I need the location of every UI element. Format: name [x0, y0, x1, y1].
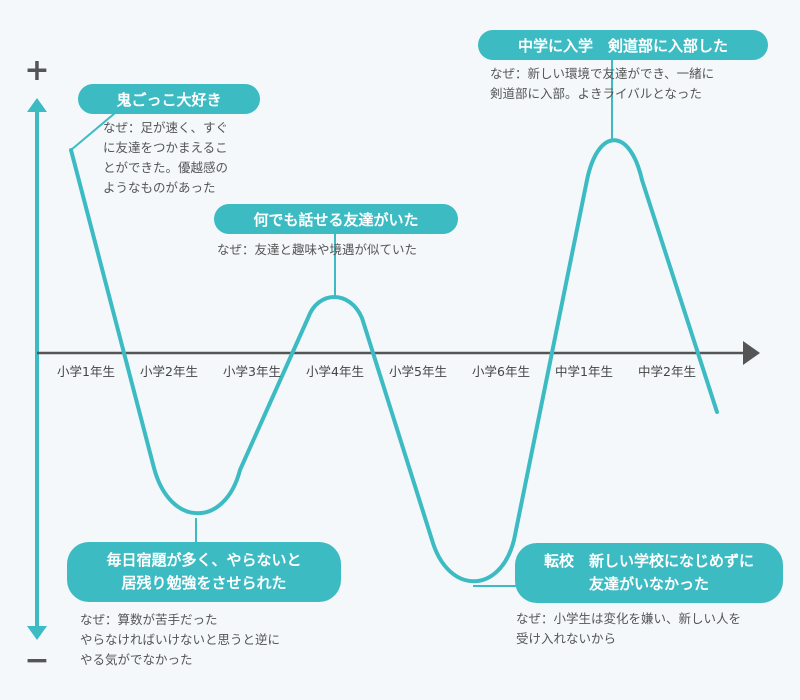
tick-label: 小学5年生: [389, 364, 447, 379]
motivation-curve: [69, 138, 719, 584]
horizontal-axis-arrow: [743, 341, 760, 365]
event-reason-note: なぜ：足が速く、すぐ に友達をつかまえるこ とができた。優越感の ようなものがあ…: [103, 118, 228, 198]
tick-label: 小学4年生: [306, 364, 364, 379]
note-line: やる気がでなかった: [80, 652, 193, 667]
event-reason-note: なぜ：友達と趣味や境遇が似ていた: [217, 240, 417, 260]
connector-1: [70, 107, 122, 151]
title-line: 友達がいなかった: [588, 575, 709, 593]
event-reason-note: なぜ：小学生は変化を嫌い、新しい人を 受け入れないから: [516, 609, 741, 649]
tick-label: 小学6年生: [472, 364, 530, 379]
note-line: 受け入れないから: [516, 631, 617, 646]
vertical-axis-up-arrow: [27, 98, 47, 112]
event-title-tag: 毎日宿題が多く、やらないと 居残り勉強をさせられた: [67, 542, 341, 602]
note-line: に友達をつかまえるこ: [103, 140, 228, 155]
title-line: 毎日宿題が多く、やらないと: [106, 551, 302, 569]
note-line: なぜ：新しい環境で友達ができ、一緒に: [490, 66, 715, 81]
minus-sign: −: [24, 643, 50, 678]
tick-label: 小学1年生: [57, 364, 115, 379]
title-line: 転校 新しい学校になじめずに: [543, 552, 754, 570]
tick-label: 小学2年生: [140, 364, 198, 379]
note-line: なぜ：小学生は変化を嫌い、新しい人を: [516, 611, 742, 626]
note-line: やらなければいけないと思うと逆に: [80, 632, 281, 647]
note-line: なぜ：友達と趣味や境遇が似ていた: [217, 242, 418, 257]
tick-label: 中学1年生: [555, 364, 613, 379]
vertical-axis-down-arrow: [27, 626, 47, 640]
event-title-tag: 何でも話せる友達がいた: [214, 204, 458, 234]
note-line: 剣道部に入部。よきライバルとなった: [490, 86, 702, 101]
event-reason-note: なぜ：新しい環境で友達ができ、一緒に 剣道部に入部。よきライバルとなった: [490, 64, 714, 104]
tick-label: 小学3年生: [223, 364, 281, 379]
event-title-tag: 中学に入学 剣道部に入部した: [478, 30, 768, 60]
plus-sign: +: [24, 53, 50, 88]
note-line: ようなものがあった: [103, 180, 216, 195]
event-reason-note: なぜ：算数が苦手だった やらなければいけないと思うと逆に やる気がでなかった: [80, 610, 280, 670]
event-title-tag: 鬼ごっこ大好き: [78, 84, 260, 114]
note-line: なぜ：算数が苦手だった: [80, 612, 218, 627]
title-line: 居残り勉強をさせられた: [121, 574, 287, 592]
tick-label: 中学2年生: [638, 364, 696, 379]
event-title-tag: 転校 新しい学校になじめずに 友達がいなかった: [515, 543, 783, 603]
note-line: なぜ：足が速く、すぐ: [103, 120, 229, 135]
note-line: とができた。優越感の: [103, 160, 229, 175]
